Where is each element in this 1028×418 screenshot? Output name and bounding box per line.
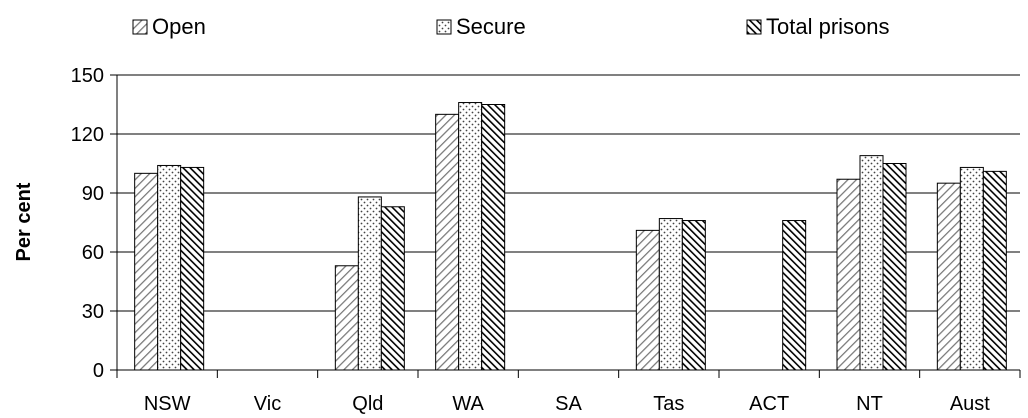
x-tick-label: Vic <box>254 393 281 415</box>
bar-secure-wa <box>458 102 483 371</box>
y-tick-label: 30 <box>82 301 104 323</box>
x-tick-label: NT <box>856 393 883 415</box>
y-tick-label: 90 <box>82 183 104 205</box>
legend-swatch <box>746 19 762 35</box>
bars <box>134 102 1007 371</box>
y-tick-label: 120 <box>71 124 104 146</box>
bar-open-wa <box>435 113 460 371</box>
x-axis-ticks: NSW Vic Qld WA SA Tas ACT NT Aust <box>116 370 1021 415</box>
x-tick-label: ACT <box>749 393 789 415</box>
bar-total-prisons-nt <box>882 163 907 371</box>
legend-item-secure: Secure <box>436 14 526 39</box>
y-axis-title: Per cent <box>13 182 35 261</box>
bar-total-prisons-qld <box>380 206 405 371</box>
bar-total-prisons-aust <box>982 170 1007 371</box>
bar-secure-tas <box>658 218 683 371</box>
y-axis-ticks: 0 30 60 90 120 150 <box>71 65 117 382</box>
bar-open-tas <box>635 229 660 371</box>
bar-total-prisons-tas <box>681 220 706 371</box>
x-tick-label: NSW <box>144 393 191 415</box>
x-tick-label: Aust <box>950 393 990 415</box>
bar-open-nsw <box>134 172 159 371</box>
bar-open-qld <box>334 265 359 371</box>
legend-label: Secure <box>456 14 526 39</box>
legend-label: Total prisons <box>766 14 890 39</box>
y-tick-label: 150 <box>71 65 104 87</box>
bar-secure-nt <box>859 155 884 371</box>
legend: Open Secure Total prisons <box>132 14 890 39</box>
bar-secure-aust <box>959 166 984 371</box>
y-tick-label: 60 <box>82 242 104 264</box>
legend-item-open: Open <box>132 14 206 39</box>
bar-secure-nsw <box>157 164 182 371</box>
bar-total-prisons-wa <box>481 104 506 371</box>
legend-item-total-prisons: Total prisons <box>746 14 890 39</box>
bar-secure-qld <box>357 196 382 371</box>
bar-open-nt <box>836 178 861 371</box>
legend-swatch <box>436 19 452 35</box>
x-tick-label: WA <box>452 393 484 415</box>
x-tick-label: Qld <box>352 393 383 415</box>
legend-label: Open <box>152 14 206 39</box>
legend-swatch <box>132 19 148 35</box>
y-tick-label: 0 <box>93 360 104 382</box>
bar-total-prisons-nsw <box>180 166 205 371</box>
bar-total-prisons-act <box>782 220 807 371</box>
x-tick-label: SA <box>555 393 582 415</box>
bar-open-aust <box>936 182 961 371</box>
axes <box>116 75 1020 371</box>
x-tick-label: Tas <box>653 393 684 415</box>
